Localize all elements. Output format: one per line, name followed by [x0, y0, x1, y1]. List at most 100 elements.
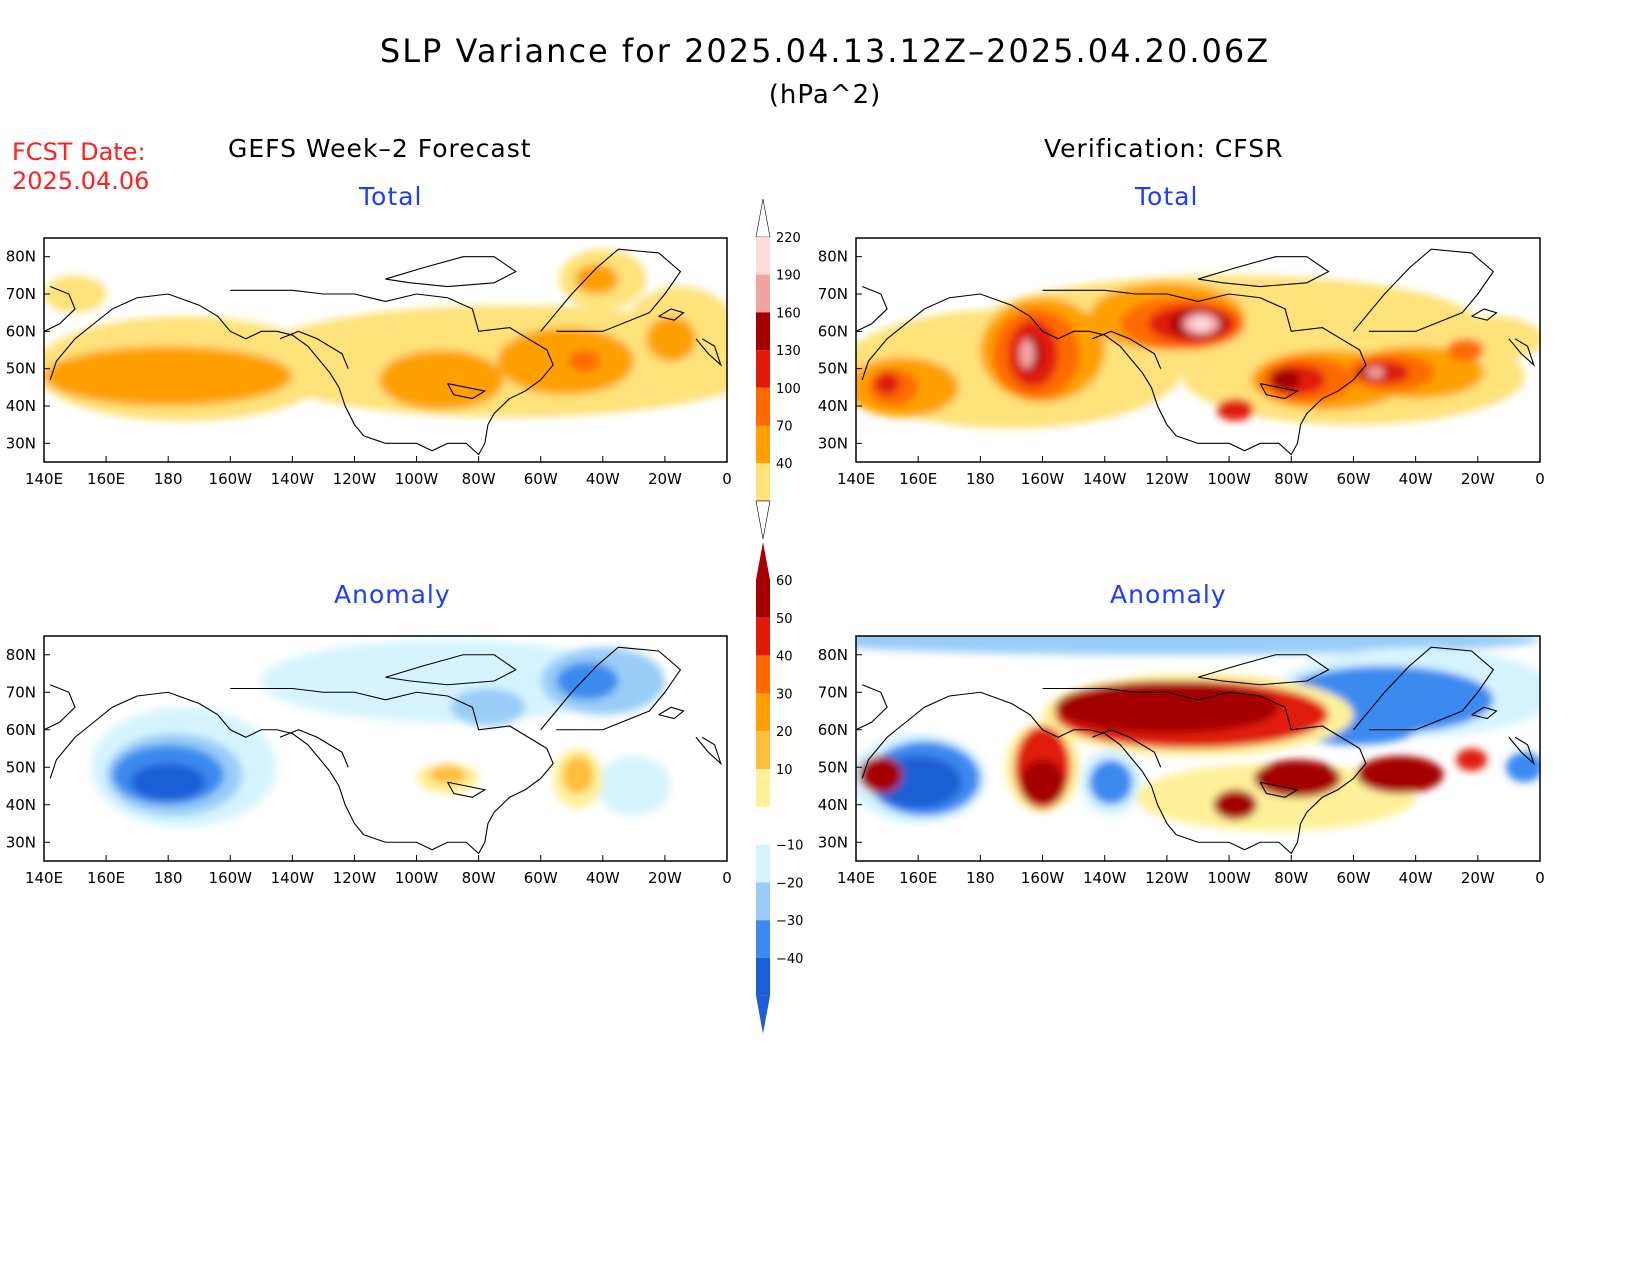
colorbar-total-label: 40	[776, 457, 793, 472]
gefs-anomaly-contour	[428, 765, 467, 785]
gefs-total-contour	[574, 264, 619, 295]
gefs-anomaly-lat-label: 60N	[6, 721, 36, 739]
gefs-total-lon-label: 140E	[25, 470, 63, 488]
gefs-total-lat-label: 60N	[6, 322, 36, 340]
cfsr-anomaly-contour	[859, 756, 903, 794]
gefs-anomaly-lon-label: 140E	[25, 869, 63, 887]
gefs-total-lon-label: 140W	[271, 470, 315, 488]
cfsr-total-contour	[1019, 338, 1035, 369]
cfsr-anomaly-lon-label: 160W	[1021, 869, 1065, 887]
gefs-anomaly-coastlines	[44, 646, 722, 855]
cfsr-total-contour	[1269, 368, 1301, 392]
cfsr-anomaly-contour	[1020, 759, 1065, 805]
gefs-anomaly-contour	[562, 756, 594, 794]
cfsr-anomaly-contour	[1356, 756, 1444, 794]
cfsr-total-field	[856, 248, 1540, 456]
gefs-anomaly-lat-label: 80N	[6, 646, 36, 664]
colorbar-total-label: 190	[776, 269, 801, 284]
gefs-total-contour	[379, 350, 504, 410]
cfsr-anomaly-contour	[1089, 759, 1133, 805]
colorbar-total-label: 160	[776, 306, 801, 321]
colorbar-total-label: 100	[776, 382, 801, 397]
gefs-total-contour	[44, 275, 107, 313]
colorbar-total-swatch	[756, 463, 770, 501]
cfsr-anomaly-lon-label: 0	[1535, 869, 1545, 887]
colorbar-anomaly-label: −40	[776, 952, 803, 967]
gefs-anomaly-field	[44, 639, 722, 855]
cfsr-anomaly-lon-label: 120W	[1145, 869, 1189, 887]
colorbar-anomaly-swatch	[756, 655, 770, 694]
gefs-total-contour	[646, 316, 696, 362]
colorbar-total-swatch	[756, 274, 770, 313]
cfsr-total-lon-label: 120W	[1145, 470, 1189, 488]
colorbar-anomaly-swatch	[756, 617, 770, 656]
cfsr-total-lon-label: 180	[966, 470, 995, 488]
gefs-total-lon-label: 160W	[209, 470, 253, 488]
cfsr-anomaly-lon-label: 60W	[1336, 869, 1370, 887]
cfsr-anomaly-lon-label: 160E	[899, 869, 937, 887]
cfsr-anomaly-contour	[1135, 763, 1416, 831]
colorbar-anomaly-label: 60	[776, 574, 793, 589]
gefs-total-lon-label: 40W	[586, 470, 620, 488]
cfsr-total-contour	[1190, 317, 1212, 331]
forecast-date-label: FCST Date:	[12, 138, 146, 166]
colorbar-anomaly-swatch	[756, 920, 770, 958]
colorbar-anomaly-label: 30	[776, 687, 793, 702]
colorbar-total-swatch	[756, 312, 770, 351]
colorbar-anomaly-label: 20	[776, 725, 793, 740]
gefs-total-lat-label: 30N	[6, 434, 36, 452]
cfsr-anomaly-subtitle: Anomaly	[1110, 580, 1227, 609]
gefs-anomaly-contour	[261, 639, 634, 723]
gefs-total-lon-label: 20W	[648, 470, 682, 488]
gefs-anomaly-lat-label: 40N	[6, 796, 36, 814]
cfsr-anomaly-lat-label: 70N	[818, 683, 848, 701]
cfsr-anomaly-lon-label: 40W	[1399, 869, 1433, 887]
colorbar-anomaly-label: 50	[776, 612, 793, 627]
cfsr-total-lat-label: 60N	[818, 322, 848, 340]
colorbar-anomaly-label: 10	[776, 763, 793, 778]
cfsr-anomaly-lon-label: 80W	[1274, 869, 1308, 887]
cfsr-anomaly-coastlines	[856, 646, 1535, 855]
cfsr-total-contour	[1446, 338, 1485, 362]
colorbar-anomaly-swatch	[756, 693, 770, 732]
gefs-total-lat-label: 70N	[6, 285, 36, 303]
cfsr-total-lat-label: 40N	[818, 397, 848, 415]
cfsr-total-lon-label: 160E	[899, 470, 937, 488]
gefs-total-lat-label: 50N	[6, 360, 36, 378]
gefs-total-lon-label: 60W	[524, 470, 558, 488]
cfsr-total-contour	[1365, 366, 1385, 378]
cfsr-total-lon-label: 40W	[1399, 470, 1433, 488]
gefs-total-lon-label: 160E	[87, 470, 125, 488]
cfsr-anomaly-lat-label: 80N	[818, 646, 848, 664]
colorbar-anomaly-swatch	[756, 806, 770, 845]
gefs-anomaly-lat-label: 50N	[6, 758, 36, 776]
gefs-anomaly-frame	[43, 635, 728, 862]
gefs-anomaly-lon-label: 100W	[395, 869, 439, 887]
colorbar-anomaly-swatch	[756, 844, 770, 883]
colorbar-total-label: 70	[776, 420, 793, 435]
gefs-total-coastlines	[44, 248, 722, 456]
cfsr-total-lat-label: 50N	[818, 360, 848, 378]
gefs-anomaly-lon-label: 80W	[462, 869, 496, 887]
colorbar-anomaly-swatch	[756, 958, 770, 996]
cfsr-anomaly-lon-label: 100W	[1207, 869, 1251, 887]
page-title: SLP Variance for 2025.04.13.12Z–2025.04.…	[379, 32, 1271, 70]
colorbar-total-swatch	[756, 237, 770, 275]
cfsr-anomaly-field	[856, 636, 1540, 855]
colorbar-anomaly-swatch	[756, 731, 770, 769]
gefs-anomaly-lon-label: 20W	[648, 869, 682, 887]
cfsr-total-coastlines	[856, 248, 1535, 456]
gefs-total-contour	[568, 350, 600, 373]
colorbar-total-swatch	[756, 425, 770, 464]
gefs-anomaly-contour	[596, 756, 672, 816]
cfsr-anomaly-lat-label: 50N	[818, 758, 848, 776]
colorbar-anomaly-label: −20	[776, 876, 803, 891]
gefs-total-lon-label: 0	[722, 470, 732, 488]
gefs-anomaly-lon-label: 160E	[87, 869, 125, 887]
gefs-total-lon-label: 100W	[395, 470, 439, 488]
cfsr-anomaly-lat-label: 40N	[818, 796, 848, 814]
cfsr-anomaly-contour	[1253, 759, 1342, 798]
gefs-total-lat-label: 80N	[6, 248, 36, 266]
cfsr-total-panel: 140E 160E 180 160W 140W 120W 100W 80W 60W 40W 20W 0…	[818, 237, 1545, 488]
